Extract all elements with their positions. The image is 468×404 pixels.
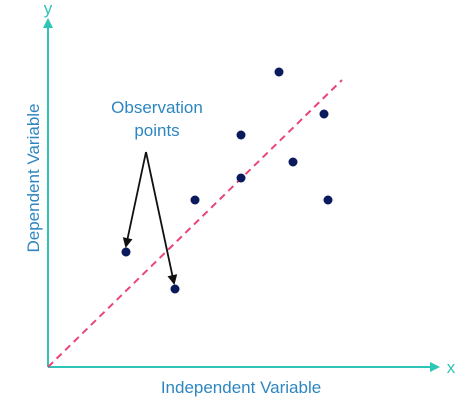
annotation-label-line2: points [134,121,179,140]
observation-point [236,130,246,140]
observation-point [323,195,333,205]
observation-points [121,67,333,294]
annotation-arrow [122,151,147,248]
observation-point [190,195,200,205]
observation-point [236,173,246,183]
observation-point [121,247,131,257]
observation-point [274,67,284,77]
observation-point [319,109,329,119]
annotation-label-line1: Observation [111,98,203,117]
x-axis-label: Independent Variable [161,378,321,397]
y-axis-label: Dependent Variable [24,103,43,252]
x-axis-letter: x [447,358,456,377]
observation-point [288,157,298,167]
observation-point [170,284,180,294]
trend-line [47,79,343,368]
y-axis-letter: y [44,0,53,18]
annotation-arrow [145,151,178,285]
